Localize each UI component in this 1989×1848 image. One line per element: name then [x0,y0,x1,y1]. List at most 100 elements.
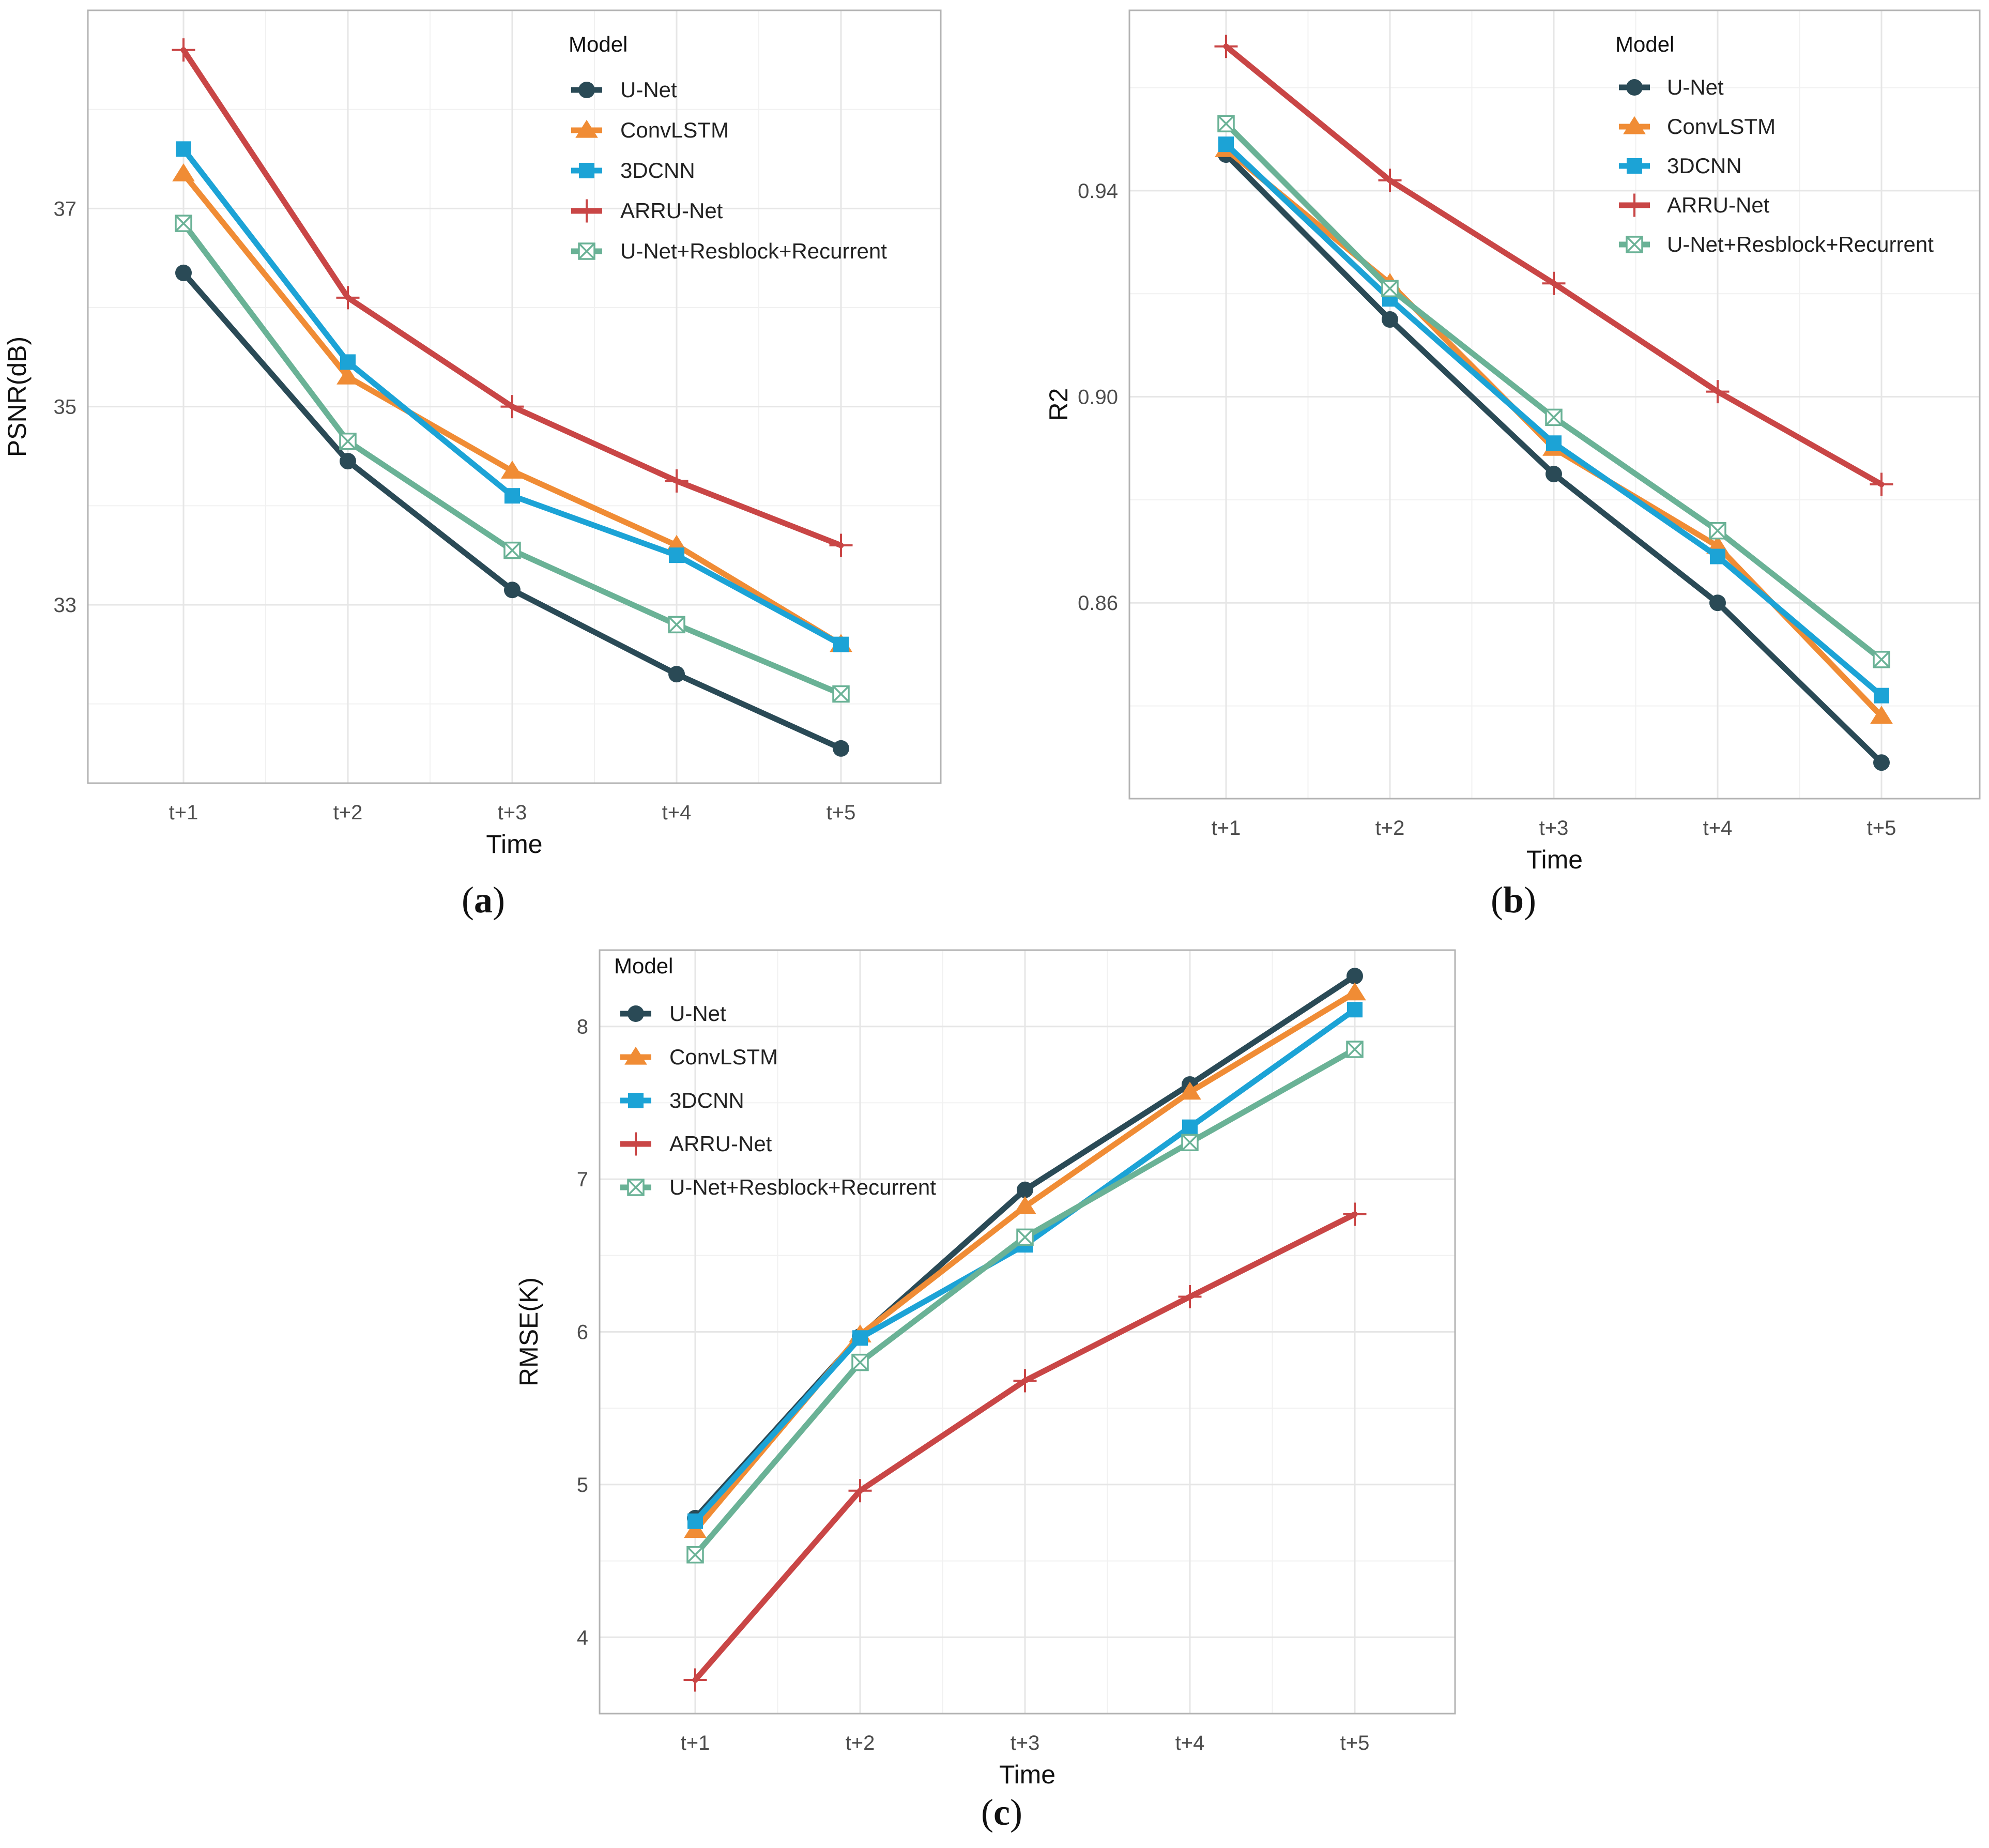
data-point-u-net [1017,1181,1033,1198]
x-tick-label: t+1 [681,1732,710,1754]
legend-item-arru-net: ARRU-Net [620,1132,772,1156]
series-u-net-resblock-recurrent [1217,115,1890,668]
legend-item-u-net-resblock-recurrent: U-Net+Resblock+Recurrent [620,1175,936,1199]
panel-caption-letter: c [993,1792,1010,1833]
legend-label: ConvLSTM [620,118,729,142]
data-point-convlstm [172,163,195,181]
legend-marker-convlstm [624,1046,647,1065]
series-3dcnn [1218,136,1889,704]
data-point-arru-net [500,395,524,419]
x-tick-label: t+1 [1212,817,1241,839]
data-point-arru-net [683,1668,707,1692]
data-point-3dcnn [852,1330,868,1346]
legend-item-convlstm: ConvLSTM [571,118,729,142]
legend-item-convlstm: ConvLSTM [620,1045,778,1069]
panel-caption: (b) [1491,879,1536,921]
legend-marker-arru-net [575,199,599,223]
data-point-u-net-resblock-recurrent [1873,651,1890,668]
legend-item-u-net: U-Net [1619,75,1724,99]
data-point-u-net-resblock-recurrent [1346,1041,1364,1058]
data-point-u-net [340,453,356,470]
legend-label: 3DCNN [620,158,695,182]
legend-label: ConvLSTM [1667,114,1776,139]
x-tick-label: t+2 [1375,817,1405,839]
y-tick-label: 8 [577,1016,588,1038]
legend-marker-convlstm [575,119,598,138]
data-point-3dcnn [1874,688,1889,704]
data-point-arru-net [665,469,688,493]
legend-label: U-Net+Resblock+Recurrent [620,239,887,263]
x-tick-label: t+1 [169,801,198,824]
plot-frame [87,9,942,784]
legend-label: U-Net [669,1001,726,1026]
data-point-u-net-resblock-recurrent [1709,522,1726,540]
data-point-3dcnn [504,488,520,504]
x-tick-label: t+2 [333,801,363,824]
legend-item-3dcnn: 3DCNN [620,1088,744,1112]
data-point-arru-net [1378,169,1402,192]
legend: Model U-Net ConvLSTM 3DCNN ARRU-Net U-Net+Res… [569,32,887,263]
legend-item-u-net: U-Net [620,1001,726,1026]
y-tick-label: 4 [577,1626,588,1649]
legend-item-u-net: U-Net [571,78,677,102]
legend: Model U-Net ConvLSTM 3DCNN ARRU-Net U-Net+Res… [614,954,936,1199]
data-point-convlstm [1343,982,1366,1001]
legend-item-u-net-resblock-recurrent: U-Net+Resblock+Recurrent [1619,232,1934,256]
data-point-3dcnn [1182,1119,1198,1135]
panel-caption-letter: a [474,879,493,921]
y-tick-label: 0.94 [1078,180,1118,203]
series-3dcnn [176,141,849,652]
data-point-arru-net [829,533,853,557]
series-arru-net [1214,35,1893,496]
data-point-u-net [668,666,685,683]
series-u-net-resblock-recurrent [686,1041,1364,1564]
y-tick-label: 7 [577,1168,588,1191]
legend-title: Model [614,954,673,978]
data-point-u-net-resblock-recurrent [668,616,685,634]
legend-marker-3dcnn [579,163,594,178]
legend-marker-u-net [578,82,595,98]
series-arru-net [172,38,853,557]
chart-panel-b: 0.86 0.90 0.94 t+1 t+2 t+3 t+4 t+5 Time R2 Model U-… [1044,9,1981,921]
data-point-convlstm [1179,1081,1201,1100]
chart-panel-c: 4 5 6 7 8 t+1 t+2 t+3 t+4 t+5 Time RMSE(K) Model U-Ne… [514,949,1456,1833]
data-point-u-net-resblock-recurrent [851,1353,869,1371]
y-tick-label: 6 [577,1321,588,1344]
legend: Model U-Net ConvLSTM 3DCNN ARRU-Net U-Net+Res… [1615,32,1934,256]
data-point-3dcnn [669,547,684,563]
x-tick-label: t+5 [1867,817,1896,839]
x-tick-label: t+4 [662,801,692,824]
data-point-3dcnn [833,636,849,652]
data-point-arru-net [848,1479,872,1503]
panel-caption: (a) [462,879,505,921]
data-point-3dcnn [1710,548,1725,564]
data-point-u-net-resblock-recurrent [503,541,521,559]
data-point-arru-net [172,38,195,62]
x-tick-label: t+5 [827,801,856,824]
legend-label: U-Net+Resblock+Recurrent [669,1175,936,1199]
data-point-arru-net [1214,35,1238,58]
x-axis-title: Time [1526,845,1583,874]
data-point-u-net [175,264,192,281]
legend-item-3dcnn: 3DCNN [1619,154,1742,178]
legend-item-u-net-resblock-recurrent: U-Net+Resblock+Recurrent [571,239,887,263]
x-tick-label: t+4 [1703,817,1733,839]
legend-label: ARRU-Net [620,198,723,223]
data-point-arru-net [1178,1285,1202,1309]
legend-label: ARRU-Net [669,1132,772,1156]
x-tick-label: t+3 [1539,817,1569,839]
data-point-3dcnn [176,141,191,157]
legend-title: Model [569,32,628,56]
y-axis-title: RMSE(K) [514,1277,543,1386]
series-u-net [175,264,849,757]
legend-marker-u-net [628,1005,644,1022]
panel-caption-letter: b [1503,879,1524,921]
data-point-u-net-resblock-recurrent [1217,115,1235,133]
data-point-convlstm [501,461,524,479]
legend-item-convlstm: ConvLSTM [1619,114,1776,139]
x-tick-label: t+3 [1011,1732,1040,1754]
legend-label: ARRU-Net [1667,193,1770,217]
chart-panel-a: 33 35 37 t+1 t+2 t+3 t+4 t+5 Time PSNR(dB) Model U-… [3,9,942,921]
data-point-arru-net [336,286,360,310]
legend-item-3dcnn: 3DCNN [571,158,695,182]
